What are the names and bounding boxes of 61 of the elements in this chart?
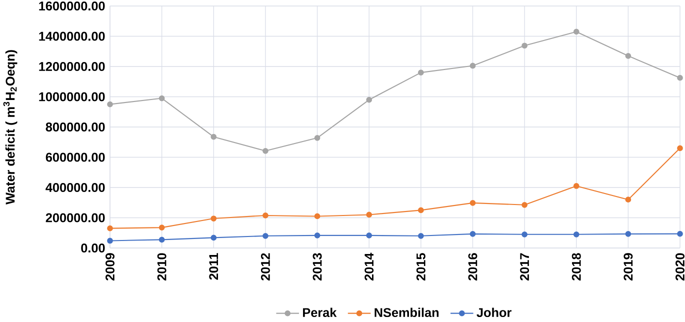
point: [418, 232, 424, 239]
point: [158, 224, 165, 231]
point: [158, 236, 165, 243]
point: [573, 28, 580, 35]
x-tick-label: 2009: [106, 253, 114, 280]
x-tick-label: 2017: [520, 253, 530, 280]
point: [366, 96, 372, 103]
x-tick-label: 2013: [312, 253, 322, 280]
point: [625, 52, 632, 59]
legend-label: NSembilan: [374, 308, 439, 318]
point: [470, 200, 476, 206]
point: [366, 212, 372, 218]
point: [107, 238, 113, 244]
point: [418, 207, 424, 214]
legend-label: Johor: [476, 308, 512, 318]
x-tick-label: 2014: [364, 252, 374, 280]
point: [107, 101, 113, 108]
point: [210, 216, 217, 222]
x-tick-label: 2010: [157, 253, 166, 280]
point: [210, 234, 217, 241]
point: [158, 95, 165, 102]
point: [522, 202, 528, 208]
point: [522, 231, 528, 238]
point: [314, 134, 320, 141]
y-tick-label: 200000.00: [46, 213, 105, 222]
point: [470, 62, 476, 69]
legend-label: Perak: [303, 308, 337, 318]
point: [470, 231, 476, 237]
y-tick-label: 1000000.00: [39, 92, 105, 102]
point: [314, 213, 320, 220]
y-tick-label: 1600000.00: [39, 2, 105, 10]
x-tick-label: 2011: [209, 253, 218, 280]
point: [677, 74, 683, 81]
y-tick-label: 400000.00: [46, 183, 105, 192]
point: [262, 212, 268, 218]
point: [522, 42, 528, 49]
x-tick-label: 2015: [416, 253, 426, 280]
point: [625, 196, 632, 203]
point: [625, 231, 632, 237]
point: [210, 134, 217, 140]
point: [677, 230, 683, 237]
x-tick-label: 2016: [468, 253, 478, 280]
point: [366, 232, 372, 238]
x-tick-label: 2012: [260, 253, 270, 280]
y-axis-title: Water deficit ( m$^{3}$H$_{2}$Oeqn): [3, 50, 18, 204]
point: [418, 70, 424, 76]
y-tick-label: 600000.00: [46, 152, 105, 162]
point: [677, 145, 683, 152]
y-tick-label: 1400000.00: [39, 32, 105, 41]
y-tick-label: 0.00: [81, 244, 105, 252]
x-tick-label: 2018: [572, 253, 581, 280]
point: [314, 232, 320, 238]
point: [262, 148, 268, 154]
y-tick-label: 800000.00: [46, 122, 105, 132]
y-tick-label: 1200000.00: [39, 62, 105, 71]
x-tick-label: 2019: [624, 253, 633, 280]
point: [107, 225, 113, 232]
point: [573, 231, 580, 238]
point: [262, 232, 268, 239]
point: [573, 183, 580, 189]
x-tick-label: 2020: [676, 253, 684, 280]
